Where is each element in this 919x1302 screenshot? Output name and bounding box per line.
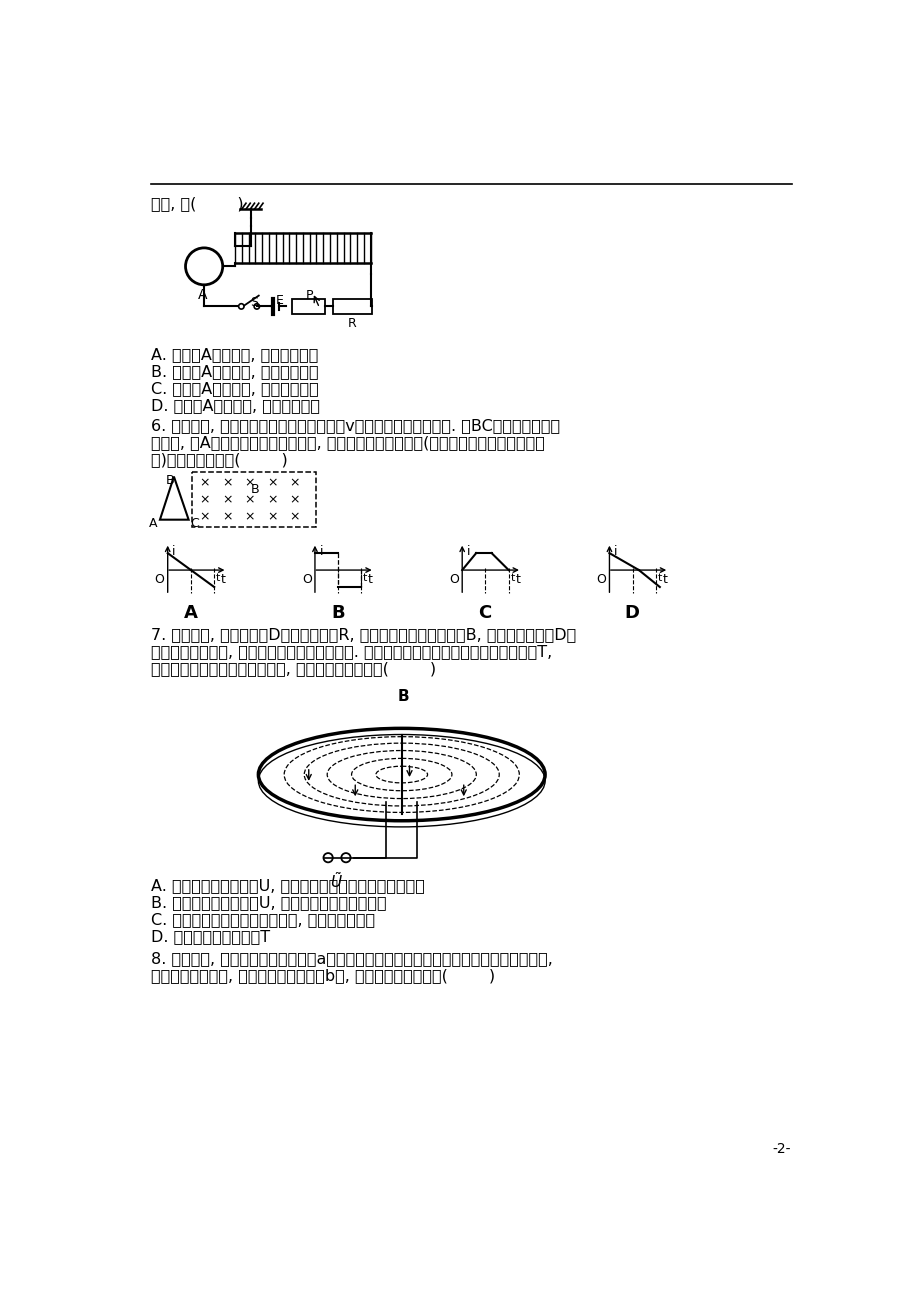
- Text: D. 金属环A向右运动, 同时向里收缩: D. 金属环A向右运动, 同时向里收缩: [151, 398, 319, 413]
- Text: B: B: [397, 689, 409, 704]
- Text: 8. 如图所示, 一个带正电荷的小球从a点出发水平进入正交垂直的匀强电场和匀强磁场区域,: 8. 如图所示, 一个带正电荷的小球从a点出发水平进入正交垂直的匀强电场和匀强磁…: [151, 950, 552, 966]
- Text: ×: ×: [244, 477, 255, 490]
- Text: i: i: [614, 546, 617, 559]
- Text: ×: ×: [199, 477, 210, 490]
- Text: A: A: [198, 288, 207, 302]
- Text: B. 如果只增大交变电压U, 则电荷的最大动能会变大: B. 如果只增大交变电压U, 则电荷的最大动能会变大: [151, 896, 386, 910]
- Text: ×: ×: [289, 493, 300, 506]
- Text: A: A: [149, 517, 157, 530]
- Text: E: E: [276, 294, 284, 307]
- Text: B: B: [166, 474, 175, 487]
- Text: C. 金属环A向右运动, 同时向外扩张: C. 金属环A向右运动, 同时向外扩张: [151, 381, 318, 396]
- Text: D. 交变电流的周期应为T: D. 交变电流的周期应为T: [151, 930, 269, 944]
- Text: ×: ×: [199, 510, 210, 523]
- Text: i: i: [172, 546, 176, 559]
- Text: t: t: [368, 573, 373, 586]
- Text: 盒中央由静止出发, 经交变电场加速后进入磁场. 设质子在磁场中做匀速圆周运动的周期为T,: 盒中央由静止出发, 经交变电场加速后进入磁场. 设质子在磁场中做匀速圆周运动的周…: [151, 644, 551, 659]
- Text: $\tilde{U}$: $\tilde{U}$: [330, 871, 343, 892]
- Text: t: t: [515, 573, 520, 586]
- Text: ×: ×: [289, 477, 300, 490]
- Text: O: O: [596, 573, 606, 586]
- Text: 7. 如图所示, 回旋加速器D形盒的半径为R, 所加磁场的磁感应强度为B, 被加速的质子从D形: 7. 如图所示, 回旋加速器D形盒的半径为R, 所加磁场的磁感应强度为B, 被加…: [151, 628, 575, 642]
- Bar: [333, 298, 371, 314]
- Text: O: O: [154, 573, 165, 586]
- Text: R: R: [347, 318, 357, 331]
- Text: 移动, 则(        ): 移动, 则( ): [151, 197, 243, 211]
- Bar: [192, 471, 316, 527]
- Text: C: C: [478, 604, 491, 622]
- Text: 始计时, 到A点离开磁场区止的过程中, 线框内感应电流的情况(以逆时针方向为电流的正方: 始计时, 到A点离开磁场区止的过程中, 线框内感应电流的情况(以逆时针方向为电流…: [151, 435, 544, 450]
- Text: i: i: [319, 546, 323, 559]
- Text: O: O: [301, 573, 312, 586]
- Text: A. 如果只增大交变电压U, 则质子在加速器中运行时间将变短: A. 如果只增大交变电压U, 则质子在加速器中运行时间将变短: [151, 879, 424, 893]
- Text: ×: ×: [199, 493, 210, 506]
- Text: C. 质子在电场中加速的次数越多, 其最大动能越大: C. 质子在电场中加速的次数越多, 其最大动能越大: [151, 913, 374, 927]
- Text: -2-: -2-: [771, 1142, 790, 1156]
- Text: ×: ×: [244, 493, 255, 506]
- Text: t: t: [221, 573, 225, 586]
- Bar: [292, 298, 324, 314]
- Text: 向)是如图所示中的(        ): 向)是如图所示中的( ): [151, 452, 287, 467]
- Text: P: P: [305, 289, 312, 302]
- Text: t: t: [662, 573, 667, 586]
- Text: ×: ×: [267, 493, 278, 506]
- Text: i: i: [466, 546, 470, 559]
- Text: t: t: [216, 573, 220, 583]
- Text: C: C: [190, 517, 199, 530]
- Text: B. 金属环A向左运动, 同时向里收缩: B. 金属环A向左运动, 同时向里收缩: [151, 365, 318, 379]
- Text: A: A: [184, 604, 198, 622]
- Text: t: t: [363, 573, 367, 583]
- Text: S: S: [250, 296, 258, 309]
- Text: B: B: [331, 604, 345, 622]
- Text: ×: ×: [267, 510, 278, 523]
- Text: ×: ×: [244, 510, 255, 523]
- Text: 电场方向竖直向上, 某时刻小球运动到了b点, 则下列说法正确的是(        ): 电场方向竖直向上, 某时刻小球运动到了b点, 则下列说法正确的是( ): [151, 967, 494, 983]
- Text: 6. 如图所示, 一闭合直角三角形线框以速度v匀速穿过匀强磁场区域. 从BC边进入磁场区开: 6. 如图所示, 一闭合直角三角形线框以速度v匀速穿过匀强磁场区域. 从BC边进…: [151, 418, 559, 434]
- Text: A. 金属环A向左运动, 同时向外扩张: A. 金属环A向左运动, 同时向外扩张: [151, 348, 318, 362]
- Text: ×: ×: [221, 477, 233, 490]
- Text: D: D: [624, 604, 639, 622]
- Text: ×: ×: [267, 477, 278, 490]
- Text: ×: ×: [221, 493, 233, 506]
- Text: ×: ×: [221, 510, 233, 523]
- Text: t: t: [510, 573, 514, 583]
- Text: B: B: [250, 483, 259, 496]
- Text: ×: ×: [289, 510, 300, 523]
- Text: t: t: [657, 573, 661, 583]
- Text: 若忽略质子在电场中的加速时间, 则下列说法正确的是(        ): 若忽略质子在电场中的加速时间, 则下列说法正确的是( ): [151, 661, 436, 676]
- Text: O: O: [448, 573, 459, 586]
